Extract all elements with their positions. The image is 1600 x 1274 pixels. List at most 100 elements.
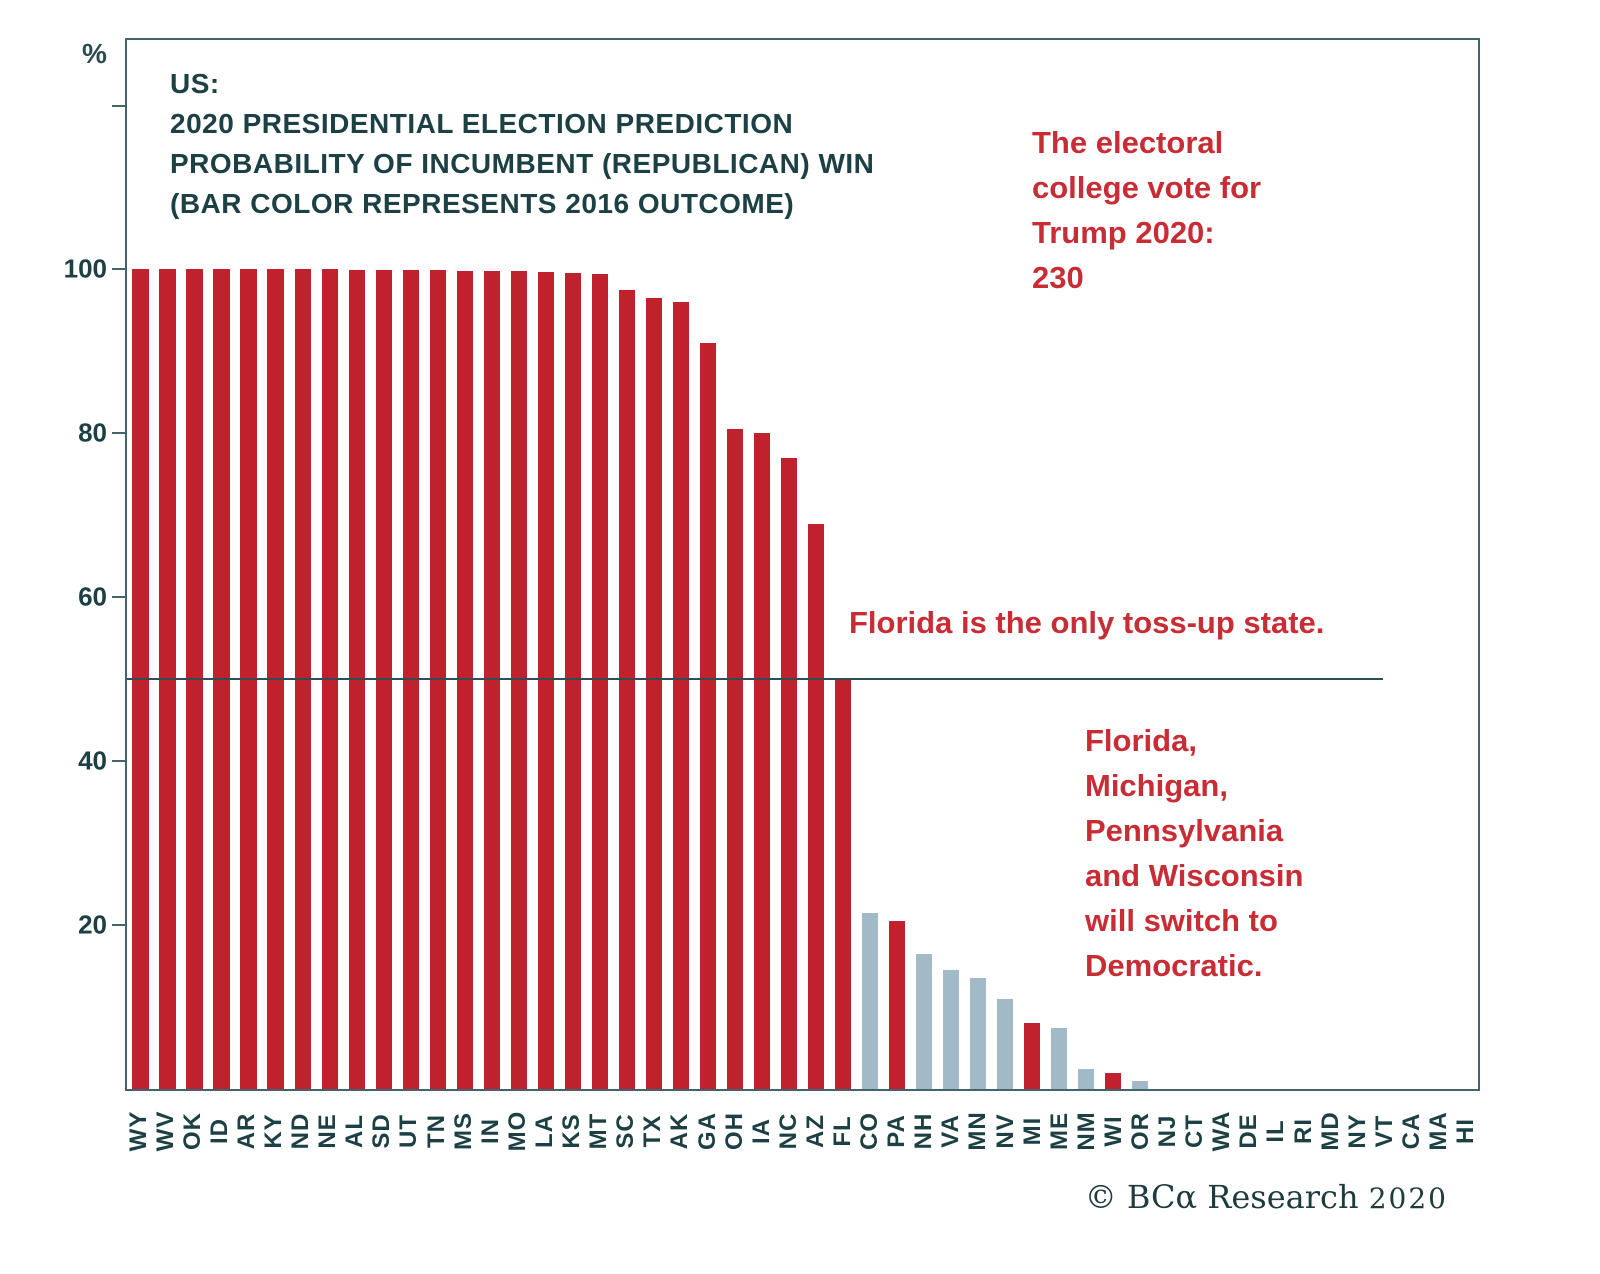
bar-mi xyxy=(1023,1023,1041,1089)
x-label-ri: RI xyxy=(1289,1118,1317,1144)
bar-ia xyxy=(753,433,770,1089)
bar-me xyxy=(1050,1027,1068,1089)
bar-sc xyxy=(618,289,635,1089)
x-label-de: DE xyxy=(1235,1113,1263,1149)
chart-title-line-1: US: xyxy=(170,68,220,99)
y-tick-mark-100 xyxy=(112,268,125,271)
x-label-cell-sd: SD xyxy=(368,1093,396,1169)
copyright-text: © BCα Research xyxy=(1084,1178,1359,1216)
x-label-cell-tx: TX xyxy=(639,1093,667,1169)
annotation-electoral-line-3: Trump 2020: xyxy=(1032,215,1215,250)
x-label-ms: MS xyxy=(449,1112,477,1150)
x-label-cell-ks: KS xyxy=(558,1093,586,1169)
x-label-ks: KS xyxy=(558,1113,586,1149)
y-tick-mark-60 xyxy=(112,596,125,599)
chart-title-line-4: (BAR COLOR REPRESENTS 2016 OUTCOME) xyxy=(170,188,795,219)
x-label-cell-ne: NE xyxy=(314,1093,342,1169)
bar-slot-ca xyxy=(1397,40,1424,1089)
annotation-electoral-line-4: 230 xyxy=(1032,260,1084,295)
x-label-va: VA xyxy=(937,1114,965,1148)
x-label-cell-nv: NV xyxy=(992,1093,1019,1169)
x-label-cell-ok: OK xyxy=(179,1093,206,1169)
x-label-cell-ut: UT xyxy=(395,1093,423,1169)
x-label-cell-sc: SC xyxy=(612,1093,640,1169)
bar-nv xyxy=(996,998,1014,1089)
x-label-fl: FL xyxy=(828,1115,856,1147)
bar-nm xyxy=(1077,1068,1095,1089)
x-label-ok: OK xyxy=(178,1112,206,1150)
bar-slot-wi xyxy=(1100,40,1127,1089)
bar-slot-me xyxy=(1046,40,1073,1089)
bar-nc xyxy=(780,457,797,1089)
bar-or xyxy=(1131,1080,1149,1089)
x-label-cell-oh: OH xyxy=(721,1093,748,1169)
annotation-switch-line-5: will switch to xyxy=(1085,903,1278,938)
x-label-mo: MO xyxy=(503,1110,531,1152)
bar-slot-hi xyxy=(1451,40,1478,1089)
bar-slot-va xyxy=(937,40,964,1089)
x-label-il: IL xyxy=(1262,1119,1290,1143)
x-label-me: ME xyxy=(1045,1112,1073,1150)
y-tick-mark-80 xyxy=(112,432,125,435)
x-label-cell-mt: MT xyxy=(585,1093,613,1169)
x-label-ca: CA xyxy=(1397,1112,1425,1150)
x-label-cell-la: LA xyxy=(531,1093,558,1169)
x-label-ct: CT xyxy=(1181,1114,1209,1148)
bar-slot-ny xyxy=(1343,40,1370,1089)
x-label-cell-nm: NM xyxy=(1073,1093,1100,1169)
bar-ak xyxy=(672,302,689,1089)
x-label-ne: NE xyxy=(314,1113,342,1149)
x-label-cell-wv: WV xyxy=(152,1093,179,1169)
bar-slot-ia xyxy=(748,40,775,1089)
annotation-switch-line-1: Florida, xyxy=(1085,723,1197,758)
x-label-wy: WY xyxy=(124,1110,152,1152)
x-label-ky: KY xyxy=(260,1113,288,1149)
x-label-cell-ia: IA xyxy=(748,1093,775,1169)
x-label-tx: TX xyxy=(639,1114,667,1148)
copyright-year: 2020 xyxy=(1368,1182,1448,1215)
bar-slot-ks xyxy=(559,40,586,1089)
x-label-cell-ny: NY xyxy=(1344,1093,1371,1169)
x-label-cell-az: AZ xyxy=(802,1093,829,1169)
bar-va xyxy=(942,970,960,1089)
x-label-nj: NJ xyxy=(1154,1114,1182,1148)
x-label-cell-ri: RI xyxy=(1290,1093,1317,1169)
y-axis-unit-label: % xyxy=(82,38,107,69)
x-label-sd: SD xyxy=(368,1113,396,1149)
x-label-cell-ma: MA xyxy=(1425,1093,1453,1169)
bar-slot-mn xyxy=(964,40,991,1089)
x-label-cell-vt: VT xyxy=(1371,1093,1398,1169)
x-label-ak: AK xyxy=(666,1112,694,1150)
bar-fl xyxy=(834,679,852,1089)
bar-slot-la xyxy=(532,40,559,1089)
x-label-cell-wa: WA xyxy=(1208,1093,1236,1169)
fifty-percent-line xyxy=(127,678,1384,681)
x-label-cell-ga: GA xyxy=(694,1093,721,1169)
bar-ks xyxy=(564,272,581,1089)
bar-wi xyxy=(1104,1072,1122,1089)
plot-area: US: 2020 PRESIDENTIAL ELECTION PREDICTIO… xyxy=(64,38,1480,1091)
copyright-footer: © BCα Research 2020 xyxy=(1085,1178,1448,1216)
bar-pa xyxy=(888,921,906,1089)
x-label-cell-mo: MO xyxy=(504,1093,531,1169)
x-label-ut: UT xyxy=(395,1114,423,1148)
x-label-cell-nd: ND xyxy=(287,1093,315,1169)
x-label-mt: MT xyxy=(585,1112,613,1150)
x-label-cell-id: ID xyxy=(206,1093,233,1169)
x-label-ga: GA xyxy=(693,1112,721,1150)
bar-slot-fl xyxy=(829,40,856,1089)
x-label-ia: IA xyxy=(747,1118,775,1144)
x-label-ar: AR xyxy=(232,1112,260,1150)
x-axis-labels: WY WV OK ID AR KY ND NE AL SD UT TN MS IN MO LA KS MT SC TX… xyxy=(125,1093,1480,1169)
bar-slot-ma xyxy=(1424,40,1451,1089)
bar-slot-mi xyxy=(1019,40,1046,1089)
bar-nh xyxy=(915,953,933,1089)
x-label-mn: MN xyxy=(964,1111,992,1151)
bar-slot-ga xyxy=(694,40,721,1089)
x-label-co: CO xyxy=(856,1112,884,1150)
x-label-or: OR xyxy=(1127,1112,1155,1150)
x-label-id: ID xyxy=(205,1118,233,1144)
x-label-nd: ND xyxy=(287,1112,315,1150)
x-label-mi: MI xyxy=(1018,1116,1046,1146)
